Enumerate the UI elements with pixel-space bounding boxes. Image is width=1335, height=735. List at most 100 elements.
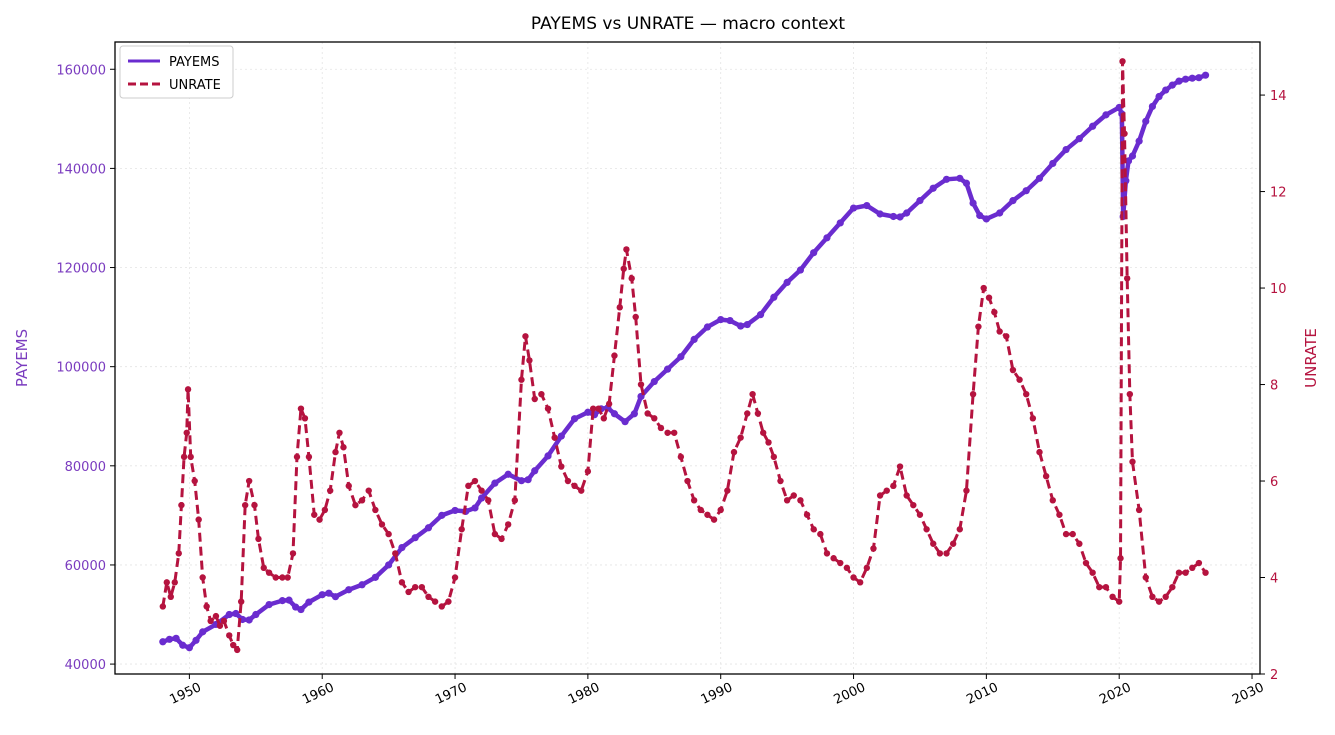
unrate-point xyxy=(311,511,318,518)
unrate-point xyxy=(923,526,930,533)
payems-point xyxy=(305,598,313,606)
unrate-point xyxy=(245,477,253,485)
left-y-axis: 40000 60000 80000 100000 120000 140000 160000 xyxy=(56,63,115,673)
payems-point xyxy=(863,201,871,210)
payems-point xyxy=(743,320,751,329)
unrate-point xyxy=(1121,130,1128,137)
payems-point xyxy=(1009,197,1017,205)
unrate-point xyxy=(471,477,479,485)
payems-point xyxy=(358,581,366,589)
unrate-point xyxy=(203,603,210,610)
legend-box xyxy=(119,45,234,99)
unrate-point xyxy=(187,453,194,461)
unrate-point xyxy=(623,246,630,253)
unrate-point xyxy=(352,501,359,509)
legend: PAYEMS UNRATE xyxy=(119,45,234,99)
unrate-point xyxy=(830,555,837,562)
y-left-tick-label: 80000 xyxy=(65,460,106,475)
unrate-point xyxy=(717,506,724,514)
unrate-point xyxy=(985,294,993,301)
unrate-point xyxy=(1116,598,1123,605)
unrate-point xyxy=(551,434,558,441)
unrate-point xyxy=(183,429,190,436)
payems-point xyxy=(849,204,858,212)
payems-point xyxy=(165,635,174,643)
payems-point xyxy=(1155,92,1163,101)
payems-point xyxy=(823,234,831,242)
x-tick-label: 2030 xyxy=(1230,680,1266,708)
payems-point xyxy=(1075,135,1083,143)
unrate-point xyxy=(777,477,784,485)
unrate-point xyxy=(392,550,399,557)
unrate-point xyxy=(438,603,445,610)
payems-point xyxy=(717,315,725,324)
unrate-point xyxy=(511,497,519,504)
unrate-line xyxy=(161,59,1207,652)
unrate-point xyxy=(1089,569,1096,576)
unrate-point xyxy=(611,352,618,359)
unrate-point xyxy=(385,530,392,538)
unrate-point xyxy=(265,569,273,576)
unrate-point xyxy=(212,612,220,620)
payems-point xyxy=(916,197,924,205)
unrate-point xyxy=(837,559,844,567)
payems-point xyxy=(438,511,446,519)
unrate-point xyxy=(737,434,744,441)
payems-point xyxy=(876,210,884,218)
payems-point xyxy=(956,174,964,182)
payems-point xyxy=(1182,75,1190,83)
y-right-tick-label: 2 xyxy=(1270,668,1278,683)
unrate-point xyxy=(589,405,597,412)
unrate-point xyxy=(677,453,685,461)
unrate-point xyxy=(522,333,529,340)
unrate-point xyxy=(956,526,963,533)
unrate-point xyxy=(1182,569,1189,576)
unrate-point xyxy=(651,415,658,422)
x-tick-label: 1950 xyxy=(167,680,203,708)
unrate-point xyxy=(458,526,465,533)
unrate-point xyxy=(301,415,309,422)
unrate-point xyxy=(969,390,977,398)
unrate-point xyxy=(620,265,627,272)
y-left-tick-label: 160000 xyxy=(56,63,106,78)
unrate-point xyxy=(191,477,198,485)
unrate-point xyxy=(180,453,188,461)
unrate-point xyxy=(358,497,366,504)
unrate-point xyxy=(1126,390,1134,398)
payems-point xyxy=(524,476,532,484)
y-right-tick-label: 10 xyxy=(1270,282,1287,297)
unrate-point xyxy=(1029,415,1037,422)
payems-point xyxy=(278,597,286,605)
unrate-point xyxy=(316,516,323,523)
gridlines xyxy=(115,42,1260,674)
payems-point xyxy=(225,610,233,619)
unrate-point xyxy=(1123,275,1131,282)
unrate-point xyxy=(518,376,525,383)
unrate-point xyxy=(890,482,897,490)
unrate-point xyxy=(1023,390,1030,398)
y-right-tick-label: 6 xyxy=(1270,475,1278,490)
payems-point xyxy=(185,644,193,652)
unrate-point xyxy=(237,598,245,605)
payems-point xyxy=(192,636,200,644)
x-tick-label: 1980 xyxy=(566,680,602,708)
unrate-point xyxy=(671,429,678,436)
unrate-point xyxy=(199,574,206,581)
payems-point xyxy=(621,418,629,426)
unrate-point xyxy=(876,492,884,499)
payems-point xyxy=(737,322,745,330)
unrate-point xyxy=(234,646,241,654)
unrate-point xyxy=(1003,333,1010,340)
unrate-point xyxy=(697,506,704,514)
unrate-series xyxy=(159,58,1209,654)
unrate-point xyxy=(765,439,772,446)
payems-point xyxy=(345,586,353,594)
unrate-point xyxy=(260,564,267,572)
unrate-point xyxy=(850,574,857,581)
plot-frame xyxy=(114,41,1261,675)
unrate-point xyxy=(491,530,499,538)
unrate-point xyxy=(1109,593,1116,601)
payems-point xyxy=(325,589,333,597)
unrate-point xyxy=(564,477,572,485)
unrate-point xyxy=(949,540,957,547)
